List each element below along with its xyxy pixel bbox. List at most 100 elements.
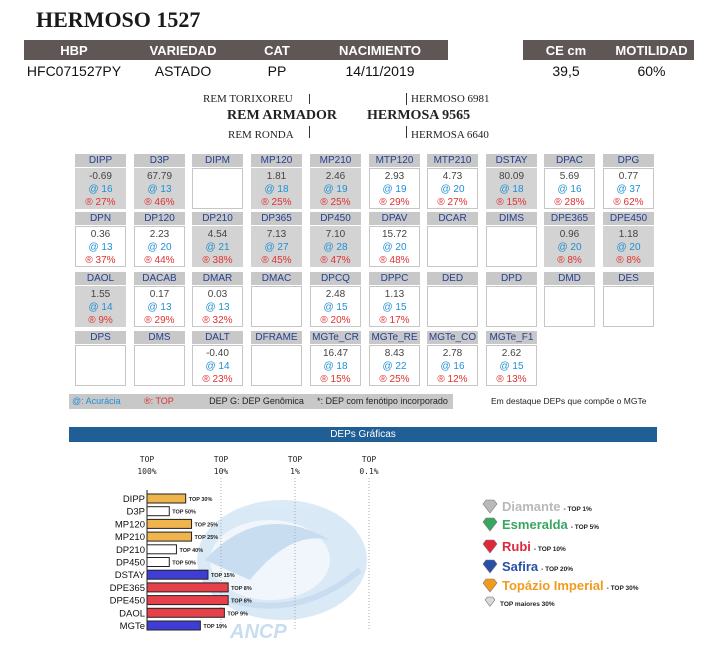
dep-cell-dpav: DPAV 15.72 @ 20 ® 48%	[369, 212, 420, 267]
bar-category-label: DIPP	[123, 494, 145, 505]
gem-top-label: - TOP 20%	[541, 566, 573, 573]
bar-value-label: TOP 8%	[231, 599, 252, 605]
bar	[146, 582, 229, 593]
svg-text:ANCP: ANCP	[229, 621, 287, 643]
dep-top: ® 48%	[379, 255, 410, 266]
dep-top: ® 25%	[379, 374, 410, 385]
dep-values	[486, 226, 537, 267]
dep-values: 7.13 @ 27 ® 45%	[251, 226, 302, 267]
dep-accuracy: @ 37	[616, 184, 641, 195]
dep-values: 2.93 @ 19 ® 29%	[369, 168, 420, 209]
dep-name: D3P	[134, 154, 185, 167]
dep-name: DPAC	[544, 154, 595, 167]
bar-value-label: TOP 30%	[189, 497, 213, 503]
dep-accuracy: @ 19	[323, 184, 348, 195]
bar	[146, 607, 225, 618]
dep-value: 1.18	[618, 229, 639, 240]
dep-cell-dps: DPS	[75, 331, 126, 386]
dep-name: MGTe_RE	[369, 331, 420, 344]
bar	[146, 544, 177, 555]
pedigree-dam: HERMOSA 9565	[367, 108, 471, 123]
axis-top-label: TOP	[214, 455, 229, 464]
dep-values	[427, 226, 478, 267]
bar-category-label: MP120	[115, 519, 145, 530]
dep-value: 2.78	[442, 348, 463, 359]
header-variedade: VARIEDAD	[149, 42, 217, 58]
dep-top: ® 15%	[320, 374, 351, 385]
dep-values: 1.81 @ 18 ® 25%	[251, 168, 302, 209]
bar	[146, 620, 201, 631]
animal-info-row: HFC071527PY ASTADO PP 14/11/2019	[24, 62, 448, 80]
dep-value: -0.69	[89, 171, 112, 182]
dep-cell-des: DES	[603, 272, 654, 327]
dep-accuracy: @ 20	[557, 242, 582, 253]
header-motilidad: MOTILIDAD	[615, 42, 688, 58]
bar	[146, 518, 193, 529]
gem-icon	[482, 578, 498, 593]
bar	[146, 531, 193, 542]
dep-name: DMD	[544, 272, 595, 285]
dep-values: 80.09 @ 18 ® 15%	[486, 168, 537, 209]
dep-values: 1.18 @ 20 ® 8%	[603, 226, 654, 267]
dep-value: 0.03	[207, 289, 228, 300]
dep-cell-dpn: DPN 0.36 @ 13 ® 37%	[75, 212, 126, 267]
dep-values	[603, 286, 654, 327]
dep-value: 1.13	[384, 289, 405, 300]
legend-dep-g: DEP G: DEP Genômica	[199, 394, 314, 409]
dep-values: 0.96 @ 20 ® 8%	[544, 226, 595, 267]
dep-accuracy: @ 28	[323, 242, 348, 253]
dep-name: DACAB	[134, 272, 185, 285]
dep-name: DP120	[134, 212, 185, 225]
dep-top: ® 45%	[261, 255, 292, 266]
dep-name: MGTe_CR	[310, 331, 361, 344]
dep-name: DSTAY	[486, 154, 537, 167]
legend-top: ®: TOP	[141, 394, 199, 409]
dep-name: DMS	[134, 331, 185, 344]
dep-accuracy: @ 19	[382, 184, 407, 195]
axis-tick-label: 0.1%	[359, 467, 378, 476]
dep-name: DALT	[192, 331, 243, 344]
bar-value-label: TOP 9%	[227, 611, 248, 617]
dep-cell-dipp: DIPP -0.69 @ 16 ® 27%	[75, 154, 126, 209]
bar-category-label: DP450	[116, 558, 145, 569]
dep-cell-dpd: DPD	[486, 272, 537, 327]
dep-values	[75, 345, 126, 386]
animal-title: HERMOSO 1527	[36, 7, 201, 32]
dep-cell-dmd: DMD	[544, 272, 595, 327]
dep-value: 4.54	[207, 229, 228, 240]
gem-icon	[484, 596, 496, 607]
axis-top-label: TOP	[140, 455, 155, 464]
dep-cell-dms: DMS	[134, 331, 185, 386]
dep-cell-dp120: DP120 2.23 @ 20 ® 44%	[134, 212, 185, 267]
dep-cell-dalt: DALT -0.40 @ 14 ® 23%	[192, 331, 243, 386]
dep-accuracy: @ 14	[88, 302, 113, 313]
dep-values: 8.43 @ 22 ® 25%	[369, 345, 420, 386]
pedigree-line	[309, 126, 310, 138]
dep-name: DIPM	[192, 154, 243, 167]
dep-value: 0.77	[618, 171, 639, 182]
bar	[146, 493, 187, 504]
dep-values: 1.13 @ 15 ® 17%	[369, 286, 420, 327]
axis-tick-label: 10%	[214, 467, 229, 476]
dep-accuracy: @ 15	[499, 361, 524, 372]
dep-name: DFRAME	[251, 331, 302, 344]
gem-top-label: - TOP 10%	[534, 546, 566, 553]
dep-values	[251, 286, 302, 327]
dep-cell-dstay: DSTAY 80.09 @ 18 ® 15%	[486, 154, 537, 209]
dep-name: DES	[603, 272, 654, 285]
dep-cell-dpe365: DPE365 0.96 @ 20 ® 8%	[544, 212, 595, 267]
dep-value: 2.23	[149, 229, 170, 240]
dep-name: DCAR	[427, 212, 478, 225]
dep-value: 1.81	[266, 171, 287, 182]
animal-info-header: HBP VARIEDAD CAT NACIMIENTO	[24, 40, 448, 60]
dep-top: ® 17%	[379, 315, 410, 326]
dep-values	[192, 168, 243, 209]
dep-value: 7.10	[325, 229, 346, 240]
bar-value-label: TOP 25%	[195, 535, 219, 541]
dep-value: 7.13	[266, 229, 287, 240]
dep-top: ® 12%	[437, 374, 468, 385]
dep-cell-mgte-re: MGTe_RE 8.43 @ 22 ® 25%	[369, 331, 420, 386]
dep-name: DP210	[192, 212, 243, 225]
dep-top: ® 62%	[613, 197, 644, 208]
